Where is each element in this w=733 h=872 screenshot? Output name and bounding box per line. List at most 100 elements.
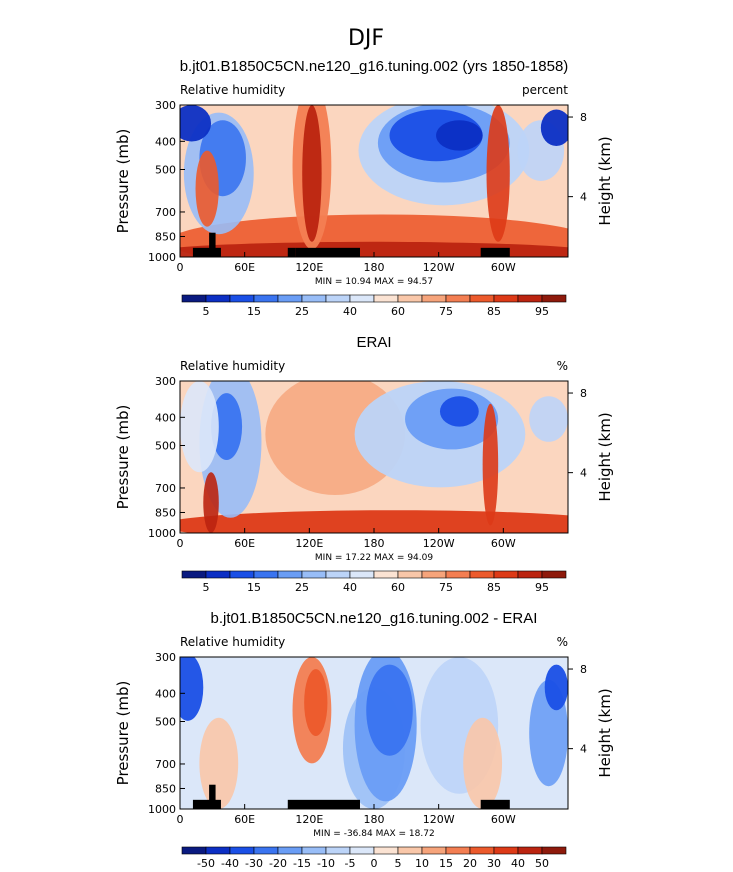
colorbar-swatch [325, 846, 351, 855]
colorbar-label: 60 [391, 305, 405, 318]
topography-mask [192, 799, 221, 809]
colorbar-swatch [469, 846, 495, 855]
x-tick-label: 180 [364, 537, 385, 550]
colorbar-swatch [253, 846, 279, 855]
colorbar-swatch [325, 294, 351, 303]
colorbar-label: 50 [535, 857, 549, 870]
x-tick-label: 120W [423, 537, 455, 550]
y-axis-label: Pressure (mb) [114, 405, 132, 510]
colorbar-swatch [397, 570, 423, 579]
colorbar-swatch [517, 570, 543, 579]
colorbar-label: 15 [247, 305, 261, 318]
y2-tick-label: 8 [580, 387, 587, 400]
x-tick-label: 180 [364, 813, 385, 826]
y-tick-label: 300 [155, 375, 176, 388]
x-tick-label: 120W [423, 261, 455, 274]
colorbar-swatch [349, 294, 375, 303]
y-tick-label: 700 [155, 482, 176, 495]
y2-tick-label: 8 [580, 663, 587, 676]
colorbar-label: 5 [395, 857, 402, 870]
x-tick-label: 0 [177, 813, 184, 826]
colorbar-label: 60 [391, 581, 405, 594]
field-label: Relative humidity [180, 635, 285, 649]
chart-title: ERAI [356, 334, 391, 351]
x-tick-label: 120E [295, 537, 323, 550]
colorbar-swatch [181, 570, 207, 579]
units-label: % [557, 635, 568, 649]
min-max-stats: MIN = -36.84 MAX = 18.72 [313, 829, 434, 839]
chart-panel-1: b.jt01.B1850C5CN.ne120_g16.tuning.002 (y… [114, 58, 614, 318]
y-tick-label: 300 [155, 651, 176, 664]
y2-tick-label: 8 [580, 111, 587, 124]
colorbar-label: -40 [221, 857, 239, 870]
y-tick-label: 850 [155, 506, 176, 519]
colorbar-label: 0 [371, 857, 378, 870]
y-tick-label: 1000 [148, 251, 176, 264]
colorbar-label: 95 [535, 581, 549, 594]
contour-field [180, 381, 568, 533]
colorbar-label: -10 [317, 857, 335, 870]
y-tick-label: 400 [155, 135, 176, 148]
colorbar-swatch [493, 570, 519, 579]
x-tick-label: 120E [295, 813, 323, 826]
y-tick-label: 850 [155, 230, 176, 243]
x-tick-label: 60E [234, 813, 255, 826]
colorbar-swatch [469, 570, 495, 579]
topography-mask [287, 247, 296, 257]
colorbar-swatch [397, 294, 423, 303]
y-tick-label: 1000 [148, 803, 176, 816]
x-tick-label: 60E [234, 261, 255, 274]
y2-axis-label: Height (km) [596, 412, 614, 501]
y2-axis-label: Height (km) [596, 136, 614, 225]
y-tick-label: 400 [155, 687, 176, 700]
y2-tick-label: 4 [580, 467, 587, 480]
x-tick-label: 180 [364, 261, 385, 274]
contour-region [439, 396, 479, 427]
colorbar-label: 85 [487, 305, 501, 318]
field-label: Relative humidity [180, 359, 285, 373]
colorbar-label: -20 [269, 857, 287, 870]
colorbar-label: 95 [535, 305, 549, 318]
units-label: % [557, 359, 568, 373]
units-label: percent [522, 83, 568, 97]
colorbar-label: -30 [245, 857, 263, 870]
chart-title: b.jt01.B1850C5CN.ne120_g16.tuning.002 - … [211, 610, 538, 627]
colorbar-swatch [373, 294, 399, 303]
x-tick-label: 60W [491, 813, 516, 826]
colorbar-swatch [445, 570, 471, 579]
contour-region [544, 664, 568, 711]
colorbar-swatch [421, 846, 447, 855]
colorbar-swatch [301, 846, 327, 855]
colorbar-swatch [349, 570, 375, 579]
colorbar-swatch [469, 294, 495, 303]
colorbar-label: 75 [439, 581, 453, 594]
topography-mask [480, 799, 510, 809]
colorbar-swatch [205, 846, 231, 855]
contour-region [436, 120, 483, 151]
colorbar-swatch [277, 846, 303, 855]
topography-mask [295, 247, 360, 257]
contour-region [180, 657, 204, 721]
colorbar-label: -15 [293, 857, 311, 870]
colorbar-swatch [277, 294, 303, 303]
colorbar-label: -50 [197, 857, 215, 870]
contour-region [463, 717, 503, 809]
contour-field [180, 105, 568, 257]
y-tick-label: 700 [155, 206, 176, 219]
x-tick-label: 0 [177, 537, 184, 550]
colorbar-label: 15 [247, 581, 261, 594]
topography-mask [209, 784, 216, 809]
y2-tick-label: 4 [580, 743, 587, 756]
topography-mask [287, 799, 360, 809]
x-tick-label: 0 [177, 261, 184, 274]
contour-region [203, 472, 219, 533]
colorbar-swatch [181, 294, 207, 303]
colorbar-swatch [205, 294, 231, 303]
y-tick-label: 500 [155, 439, 176, 452]
y-axis-label: Pressure (mb) [114, 129, 132, 234]
colorbar-swatch [373, 570, 399, 579]
colorbar-swatch [445, 846, 471, 855]
x-tick-label: 120E [295, 261, 323, 274]
colorbar-swatch [229, 294, 255, 303]
